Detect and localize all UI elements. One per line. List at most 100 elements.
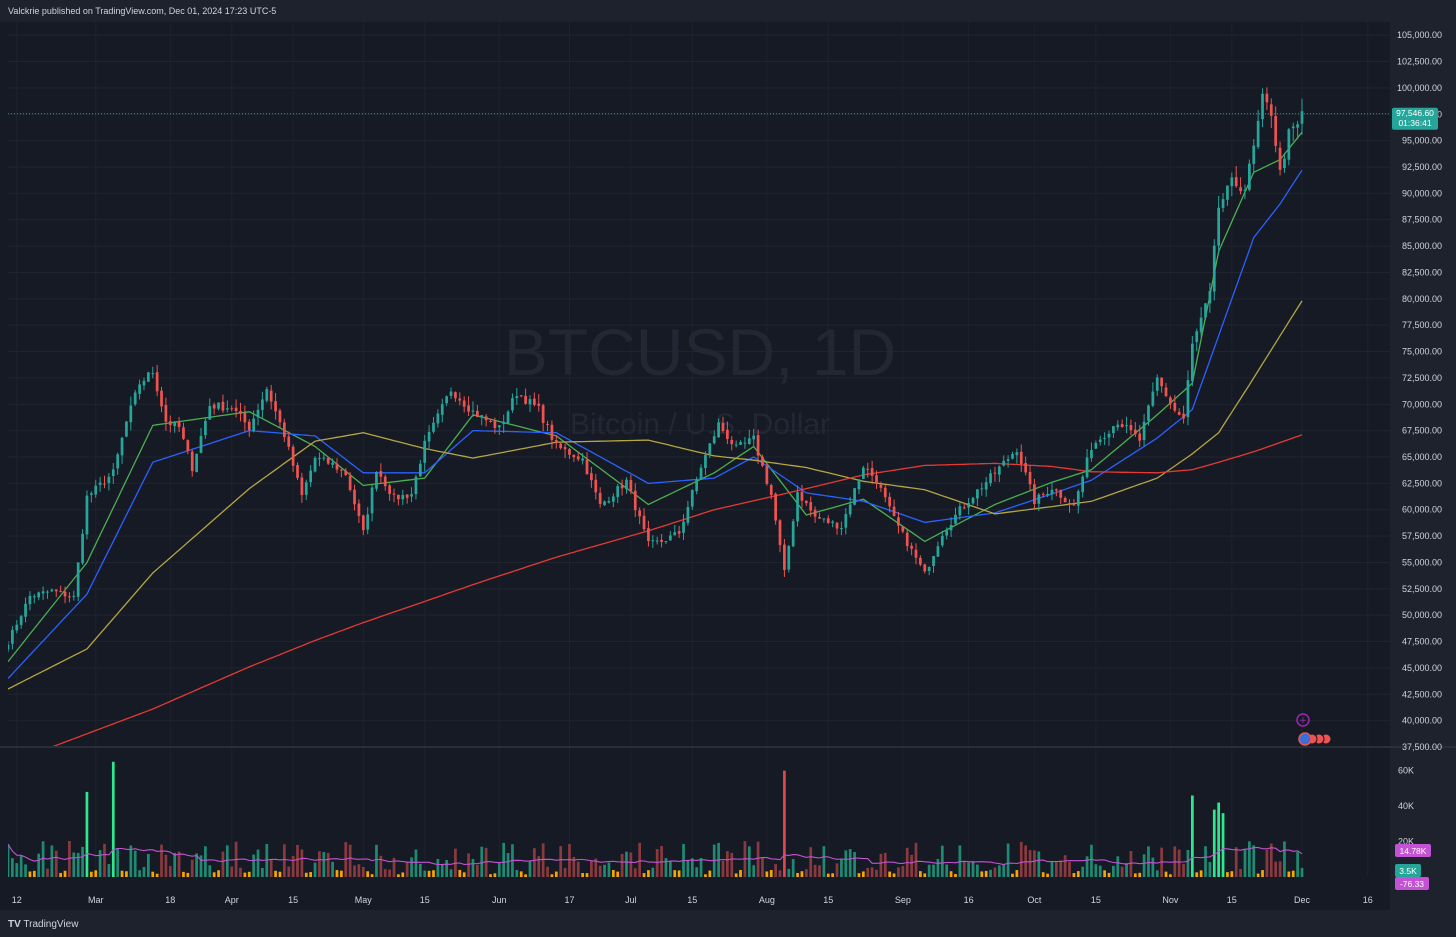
candle-body[interactable] <box>208 406 212 420</box>
candle-body[interactable] <box>1230 177 1234 187</box>
candle-body[interactable] <box>32 596 36 598</box>
candle-body[interactable] <box>427 431 431 442</box>
candle-body[interactable] <box>625 479 628 490</box>
candle-body[interactable] <box>247 421 251 431</box>
candle-body[interactable] <box>690 490 694 507</box>
candle-body[interactable] <box>436 413 440 424</box>
candle-body[interactable] <box>997 466 1001 475</box>
candle-body[interactable] <box>835 522 839 529</box>
candle-body[interactable] <box>761 456 764 466</box>
candle-body[interactable] <box>221 401 225 411</box>
candle-body[interactable] <box>423 440 427 463</box>
candle-body[interactable] <box>967 503 970 508</box>
candle-body[interactable] <box>1208 291 1212 304</box>
candle-body[interactable] <box>142 380 146 386</box>
candle-body[interactable] <box>177 421 181 427</box>
candle-body[interactable] <box>449 391 453 396</box>
candle-body[interactable] <box>673 532 677 536</box>
candle-body[interactable] <box>1024 462 1028 473</box>
candle-body[interactable] <box>704 454 707 468</box>
candle-body[interactable] <box>1173 402 1177 411</box>
candle-body[interactable] <box>344 470 348 476</box>
candle-body[interactable] <box>1221 199 1225 208</box>
candle-body[interactable] <box>598 492 602 504</box>
candle-body[interactable] <box>269 390 273 402</box>
candle-body[interactable] <box>519 395 523 397</box>
candle-body[interactable] <box>541 405 545 423</box>
candle-body[interactable] <box>633 490 637 511</box>
candle-body[interactable] <box>897 517 900 526</box>
candle-body[interactable] <box>765 466 769 484</box>
candle-body[interactable] <box>300 477 304 495</box>
candle-body[interactable] <box>50 589 54 592</box>
candle-body[interactable] <box>1068 502 1071 505</box>
candle-body[interactable] <box>1076 491 1080 506</box>
candle-body[interactable] <box>1081 476 1085 493</box>
candle-body[interactable] <box>638 510 642 517</box>
candle-body[interactable] <box>195 453 198 473</box>
candle-body[interactable] <box>616 486 620 498</box>
candle-body[interactable] <box>533 398 536 405</box>
candle-body[interactable] <box>1098 439 1102 443</box>
candle-body[interactable] <box>81 533 84 564</box>
candle-body[interactable] <box>217 402 220 409</box>
candle-body[interactable] <box>182 427 185 439</box>
candle-body[interactable] <box>853 488 856 505</box>
candle-body[interactable] <box>1133 429 1137 435</box>
candle-body[interactable] <box>1169 397 1172 404</box>
candle-body[interactable] <box>568 449 571 455</box>
candle-body[interactable] <box>278 410 282 423</box>
candle-body[interactable] <box>59 591 62 593</box>
candle-body[interactable] <box>949 524 953 531</box>
candle-body[interactable] <box>256 409 260 418</box>
candle-body[interactable] <box>861 467 865 479</box>
candle-body[interactable] <box>1050 489 1054 495</box>
candle-body[interactable] <box>752 435 756 440</box>
candle-body[interactable] <box>401 494 405 500</box>
candle-body[interactable] <box>1116 424 1120 428</box>
candle-body[interactable] <box>804 500 808 504</box>
candle-body[interactable] <box>1217 207 1221 246</box>
candle-body[interactable] <box>471 410 475 412</box>
candle-body[interactable] <box>94 485 98 495</box>
candle-body[interactable] <box>1037 494 1041 504</box>
candle-body[interactable] <box>1033 484 1036 504</box>
candle-body[interactable] <box>1195 331 1199 343</box>
candle-body[interactable] <box>1085 457 1089 478</box>
candle-body[interactable] <box>418 463 422 477</box>
candle-body[interactable] <box>695 479 699 492</box>
candle-body[interactable] <box>1269 104 1273 116</box>
candle-body[interactable] <box>989 473 992 484</box>
candle-body[interactable] <box>1199 317 1203 333</box>
candle-body[interactable] <box>1107 433 1111 438</box>
candle-body[interactable] <box>1054 489 1058 491</box>
candle-body[interactable] <box>414 476 418 495</box>
candle-body[interactable] <box>515 396 519 399</box>
volume-axis[interactable]: 60K 40K 20K <box>1398 766 1414 847</box>
candle-body[interactable] <box>778 520 782 546</box>
candle-body[interactable] <box>844 514 848 528</box>
candle-body[interactable] <box>151 373 155 375</box>
candle-body[interactable] <box>15 624 19 631</box>
candle-body[interactable] <box>366 514 370 530</box>
candle-body[interactable] <box>370 487 374 514</box>
candle-body[interactable] <box>1112 426 1115 434</box>
candle-body[interactable] <box>1090 450 1093 459</box>
candle-body[interactable] <box>379 471 383 477</box>
candle-body[interactable] <box>383 476 387 487</box>
candle-body[interactable] <box>1204 303 1207 318</box>
candle-body[interactable] <box>467 405 470 412</box>
candle-body[interactable] <box>282 422 286 438</box>
candle-body[interactable] <box>357 503 361 516</box>
candle-body[interactable] <box>791 521 795 547</box>
candle-body[interactable] <box>1252 145 1256 164</box>
candle-body[interactable] <box>1300 111 1304 124</box>
candle-body[interactable] <box>410 494 413 497</box>
candle-body[interactable] <box>660 539 663 542</box>
candle-body[interactable] <box>831 521 835 523</box>
candle-body[interactable] <box>164 405 168 422</box>
candle-body[interactable] <box>103 483 106 485</box>
candle-body[interactable] <box>168 421 172 426</box>
candle-body[interactable] <box>651 540 655 542</box>
candle-body[interactable] <box>54 589 58 592</box>
